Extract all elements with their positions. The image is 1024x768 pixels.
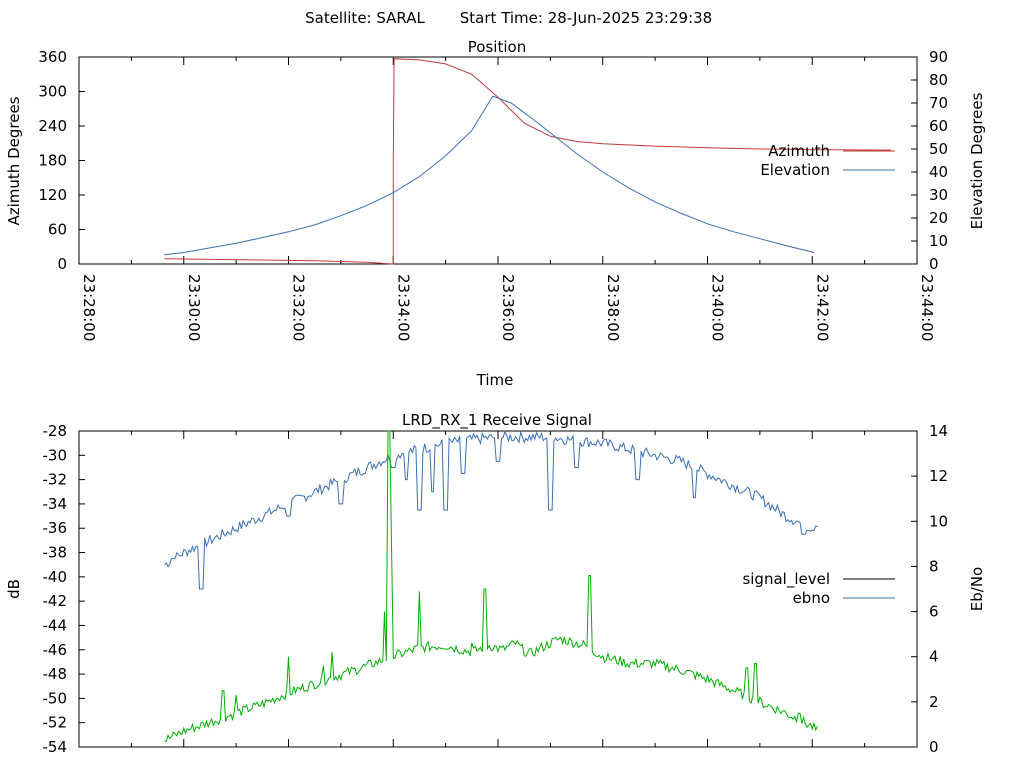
y-tick-label: -44 (43, 616, 68, 634)
db-axis-label: dB (5, 579, 23, 599)
y-tick-label: -42 (43, 592, 68, 610)
y-tick-label: -46 (43, 641, 68, 659)
legend-ebno-label: ebno (793, 589, 830, 607)
x-tick-label: 23:42:00 (813, 274, 831, 341)
y-tick-label: -38 (43, 544, 68, 562)
legend-signal-level-label: signal_level (742, 570, 830, 589)
legend-azimuth-label: Azimuth (768, 142, 830, 160)
y-tick-label: -30 (43, 446, 68, 464)
legend-elevation-label: Elevation (760, 161, 830, 179)
y2-tick-label: 2 (929, 693, 939, 711)
y2-tick-label: 90 (929, 48, 948, 66)
y-tick-label: 300 (38, 83, 67, 101)
azimuth-axis-label: Azimuth Degrees (5, 96, 23, 225)
y2-tick-label: 30 (929, 186, 948, 204)
satellite-label: Satellite: SARAL (305, 9, 425, 27)
y-tick-label: -32 (43, 471, 68, 489)
x-tick-label: 23:34:00 (394, 274, 412, 341)
y-tick-label: -36 (43, 519, 68, 537)
y2-tick-label: 40 (929, 163, 948, 181)
y-tick-label: 360 (38, 48, 67, 66)
y-tick-label: -50 (43, 689, 68, 707)
x-tick-label: 23:36:00 (499, 274, 517, 341)
y-tick-label: 60 (48, 221, 67, 239)
y-tick-label: 240 (38, 117, 67, 135)
y2-tick-label: 8 (929, 557, 939, 575)
start-time-label: Start Time: 28-Jun-2025 23:29:38 (460, 9, 712, 27)
x-tick-label: 23:28:00 (80, 274, 98, 341)
position-series-group (164, 58, 891, 265)
ebno-axis-label: Eb/No (968, 567, 986, 611)
receive-legend: signal_level ebno (742, 570, 895, 607)
series-elevation-line (164, 95, 815, 256)
y2-tick-label: 12 (929, 467, 948, 485)
x-tick-label: 23:44:00 (918, 274, 936, 341)
position-chart-title: Position (468, 38, 526, 56)
y2-tick-label: 10 (929, 512, 948, 530)
y2-tick-label: 20 (929, 209, 948, 227)
y-tick-label: -34 (43, 495, 68, 513)
series-azimuth-line (164, 58, 891, 265)
elevation-axis-label: Elevation Degrees (968, 92, 986, 229)
y2-tick-label: 4 (929, 648, 939, 666)
y2-tick-label: 80 (929, 71, 948, 89)
y2-tick-label: 60 (929, 117, 948, 135)
y2-tick-label: 0 (929, 738, 939, 756)
receive-series-group (164, 430, 818, 742)
receive-plot-frame (78, 430, 918, 748)
receive-signal-chart: LRD_RX_1 Receive Signal dB Eb/No -28-30-… (5, 411, 986, 756)
receive-tick-group: -28 -30 -32 -34 -36 -38 -40 -42 -44 -46 -48 -50 -52 -… (43, 422, 949, 756)
series-ebno-line (164, 430, 818, 590)
y-tick-label: -28 (43, 422, 68, 440)
y-tick-label: 0 (57, 255, 67, 273)
y-tick-label: -52 (43, 714, 68, 732)
y2-tick-label: 50 (929, 140, 948, 158)
position-chart: Position Azimuth Degrees Elevation Degre… (5, 38, 986, 389)
y2-tick-label: 10 (929, 232, 948, 250)
position-tick-group: 0 60 120 180 240 300 360 0 10 20 30 40 50 60 70 80 90 23:… (38, 48, 948, 341)
series-signal-level-line (164, 430, 818, 742)
position-legend: Azimuth Elevation (760, 142, 895, 179)
y-tick-label: 180 (38, 152, 67, 170)
x-tick-label: 23:32:00 (290, 274, 308, 341)
y2-tick-label: 70 (929, 94, 948, 112)
time-axis-label: Time (476, 371, 514, 389)
y2-tick-label: 0 (929, 255, 939, 273)
y-tick-label: -54 (43, 738, 68, 756)
y-tick-label: 120 (38, 186, 67, 204)
x-tick-label: 23:38:00 (604, 274, 622, 341)
y2-tick-label: 6 (929, 603, 939, 621)
y2-tick-label: 14 (929, 422, 948, 440)
y-tick-label: -48 (43, 665, 68, 683)
x-tick-label: 23:30:00 (185, 274, 203, 341)
x-tick-label: 23:40:00 (709, 274, 727, 341)
y-tick-label: -40 (43, 568, 68, 586)
receive-chart-title: LRD_RX_1 Receive Signal (402, 411, 592, 430)
